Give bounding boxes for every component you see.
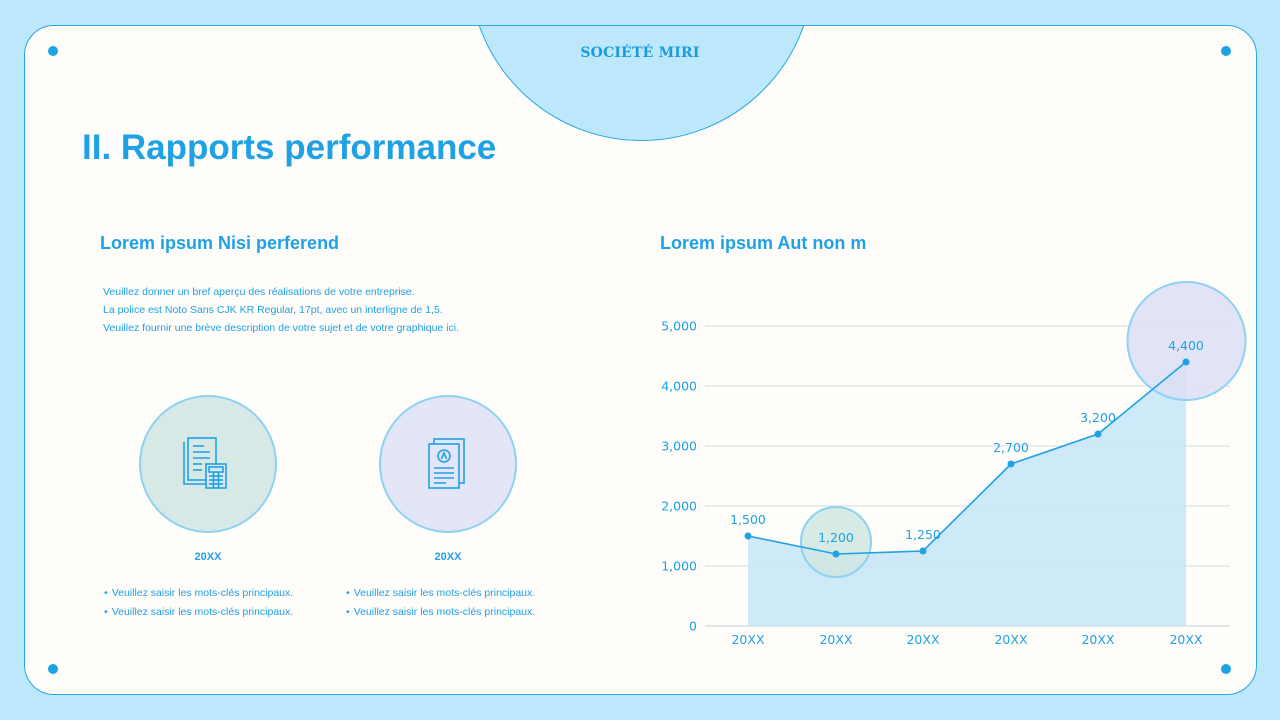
x-tick-label: 20XX [906, 632, 939, 647]
y-tick-label: 5,000 [661, 319, 697, 334]
area-fill [748, 362, 1186, 626]
feature-bullets-1: Veuillez saisir les mots-clés principaux… [104, 584, 293, 622]
data-label: 1,250 [905, 527, 941, 542]
y-tick-label: 4,000 [661, 379, 697, 394]
left-section-title: Lorem ipsum Nisi perferend [100, 233, 340, 253]
right-section-title: Lorem ipsum Aut non m [660, 233, 867, 253]
list-item: Veuillez saisir les mots-clés principaux… [346, 603, 535, 622]
feature-year-2: 20XX [434, 551, 462, 563]
description-line: Veuillez fournir une brève description d… [103, 322, 460, 334]
company-name: SOCIÉTÉ MIRI [580, 45, 700, 61]
x-tick-label: 20XX [1169, 632, 1202, 647]
data-label: 2,700 [993, 440, 1029, 455]
data-label: 3,200 [1080, 410, 1116, 425]
y-tick-label: 3,000 [661, 439, 697, 454]
x-tick-label: 20XX [731, 632, 764, 647]
description-line: Veuillez donner un bref aperçu des réali… [103, 286, 415, 298]
corner-dot [1221, 664, 1231, 674]
description-line: La police est Noto Sans CJK KR Regular, … [103, 304, 443, 316]
document-calculator-icon [183, 437, 227, 489]
data-label: 1,200 [818, 530, 854, 545]
y-tick-label: 1,000 [661, 559, 697, 574]
list-item: Veuillez saisir les mots-clés principaux… [346, 584, 535, 603]
feature-year-1: 20XX [194, 551, 222, 563]
x-tick-label: 20XX [819, 632, 852, 647]
y-tick-label: 0 [689, 619, 697, 634]
data-label: 4,400 [1168, 338, 1204, 353]
data-point [1007, 460, 1015, 468]
feature-bullets-2: Veuillez saisir les mots-clés principaux… [346, 584, 535, 622]
series-line [747, 361, 1187, 555]
x-tick-label: 20XX [994, 632, 1027, 647]
data-point [832, 550, 840, 558]
section-description: Veuillez donner un bref aperçu des réali… [103, 283, 459, 337]
list-item: Veuillez saisir les mots-clés principaux… [104, 584, 293, 603]
certificate-document-icon [428, 438, 465, 489]
corner-dot [48, 664, 58, 674]
corner-dot [48, 46, 58, 56]
feature-circle-1 [139, 395, 277, 533]
list-item: Veuillez saisir les mots-clés principaux… [104, 603, 293, 622]
highlight-circle [1126, 281, 1247, 401]
data-point [1182, 358, 1190, 366]
data-point [1094, 430, 1102, 438]
data-point [919, 547, 927, 555]
y-tick-label: 2,000 [661, 499, 697, 514]
page-title: II. Rapports performance [82, 128, 497, 167]
feature-circle-2 [379, 395, 517, 533]
corner-dot [1221, 46, 1231, 56]
data-point [744, 532, 752, 540]
data-label: 1,500 [730, 512, 766, 527]
x-tick-label: 20XX [1081, 632, 1114, 647]
highlight-circle [800, 506, 872, 578]
